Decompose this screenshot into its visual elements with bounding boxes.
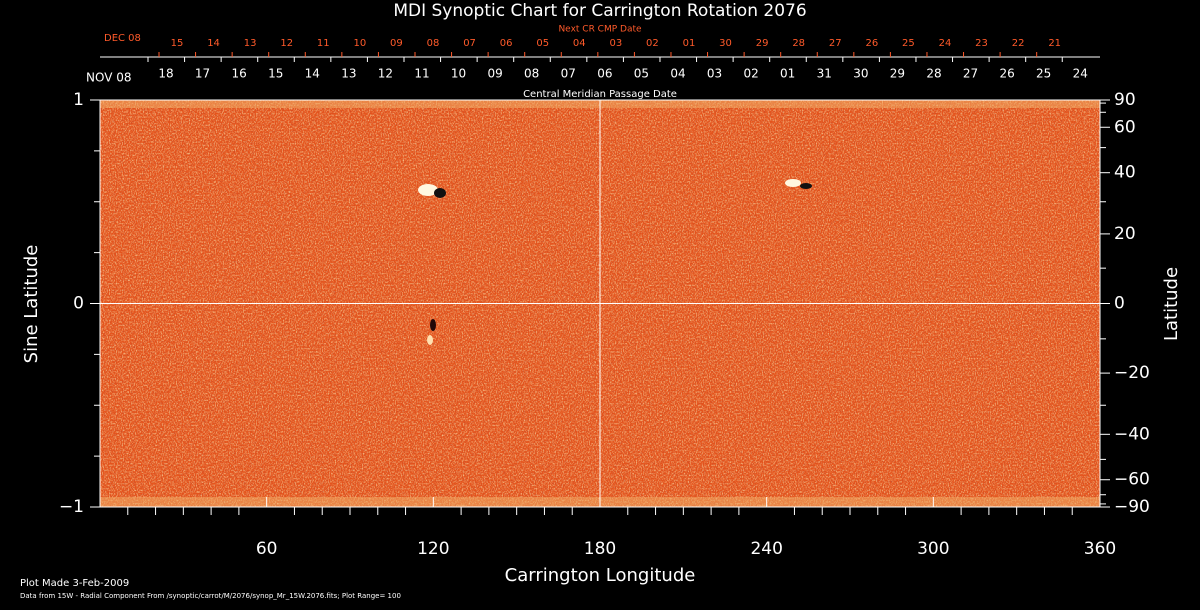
y-axis-title: Sine Latitude	[21, 245, 42, 364]
x-tick-label: 240	[750, 539, 782, 559]
y2-axis-title: Latitude	[1161, 267, 1182, 341]
plot-made: Plot Made 3-Feb-2009	[20, 578, 129, 589]
cmp-date: 15	[268, 67, 283, 81]
y2-tick-label: −60	[1114, 470, 1150, 490]
y2-tick-label: 0	[1114, 294, 1125, 314]
x-tick-label: 120	[417, 539, 449, 559]
cmp-date: 09	[487, 67, 502, 81]
next-cmp-date: 13	[244, 38, 257, 49]
y2-tick-label: 20	[1114, 224, 1136, 244]
next-cmp-date: 06	[500, 38, 513, 49]
next-cmp-date: 21	[1048, 38, 1061, 49]
cmp-date: 16	[231, 67, 246, 81]
next-cmp-date: 07	[463, 38, 476, 49]
next-cmp-date: 15	[171, 38, 184, 49]
cmp-label: Central Meridian Passage Date	[523, 89, 677, 100]
cmp-date: 30	[853, 67, 868, 81]
data-source: Data from 15W - Radial Component From /s…	[20, 592, 401, 600]
next-cmp-date: 30	[719, 38, 732, 49]
chart-title: MDI Synoptic Chart for Carrington Rotati…	[393, 1, 806, 21]
cmp-date: 05	[634, 67, 649, 81]
next-cmp-start: DEC 08	[104, 33, 141, 44]
cmp-date: 28	[926, 67, 941, 81]
cmp-date: 10	[451, 67, 466, 81]
next-cmp-date: 12	[280, 38, 293, 49]
cmp-date: 06	[597, 67, 612, 81]
next-cmp-date: 01	[683, 38, 696, 49]
y-tick-label: 0	[73, 294, 84, 314]
cmp-date: 18	[158, 67, 173, 81]
next-cmp-date: 03	[609, 38, 622, 49]
cmp-date: 17	[195, 67, 210, 81]
y-tick-label: 1	[73, 90, 84, 110]
x-tick-label: 360	[1084, 539, 1116, 559]
cmp-date: 31	[817, 67, 832, 81]
next-cmp-date: 14	[207, 38, 220, 49]
next-cmp-date: 08	[427, 38, 440, 49]
cmp-date: 27	[963, 67, 978, 81]
x-tick-label: 300	[917, 539, 949, 559]
y2-tick-label: 40	[1114, 163, 1136, 183]
cmp-date: 24	[1073, 67, 1088, 81]
cmp-date: 29	[890, 67, 905, 81]
next-cmp-date: 04	[573, 38, 586, 49]
y2-tick-label: −90	[1114, 497, 1150, 517]
cmp-date: 01	[780, 67, 795, 81]
next-cmp-date: 28	[792, 38, 805, 49]
y2-tick-label: 90	[1114, 90, 1136, 110]
next-cmp-date: 10	[353, 38, 366, 49]
x-tick-label: 180	[584, 539, 616, 559]
next-cmp-date: 26	[865, 38, 878, 49]
x-axis-title: Carrington Longitude	[505, 565, 696, 586]
cmp-start: NOV 08	[86, 71, 132, 85]
cmp-date: 04	[670, 67, 685, 81]
cmp-date: 11	[414, 67, 429, 81]
cmp-date: 03	[707, 67, 722, 81]
next-cmp-label: Next CR CMP Date	[558, 25, 642, 35]
next-cmp-date: 09	[390, 38, 403, 49]
x-tick-label: 60	[256, 539, 278, 559]
next-cmp-date: 22	[1012, 38, 1025, 49]
cmp-date: 14	[305, 67, 320, 81]
cmp-date: 02	[743, 67, 758, 81]
y2-tick-label: −20	[1114, 363, 1150, 383]
y-tick-label: −1	[59, 497, 84, 517]
cmp-date: 07	[561, 67, 576, 81]
y2-tick-label: −40	[1114, 424, 1150, 444]
next-cmp-date: 23	[975, 38, 988, 49]
next-cmp-date: 05	[536, 38, 549, 49]
cmp-date: 08	[524, 67, 539, 81]
y2-tick-label: 60	[1114, 117, 1136, 137]
next-cmp-date: 02	[646, 38, 659, 49]
cmp-date: 12	[378, 67, 393, 81]
cmp-date: 13	[341, 67, 356, 81]
next-cmp-date: 24	[939, 38, 952, 49]
next-cmp-date: 27	[829, 38, 842, 49]
next-cmp-date: 29	[756, 38, 769, 49]
next-cmp-date: 25	[902, 38, 915, 49]
next-cmp-date: 11	[317, 38, 330, 49]
cmp-date: 25	[1036, 67, 1051, 81]
cmp-date: 26	[999, 67, 1014, 81]
